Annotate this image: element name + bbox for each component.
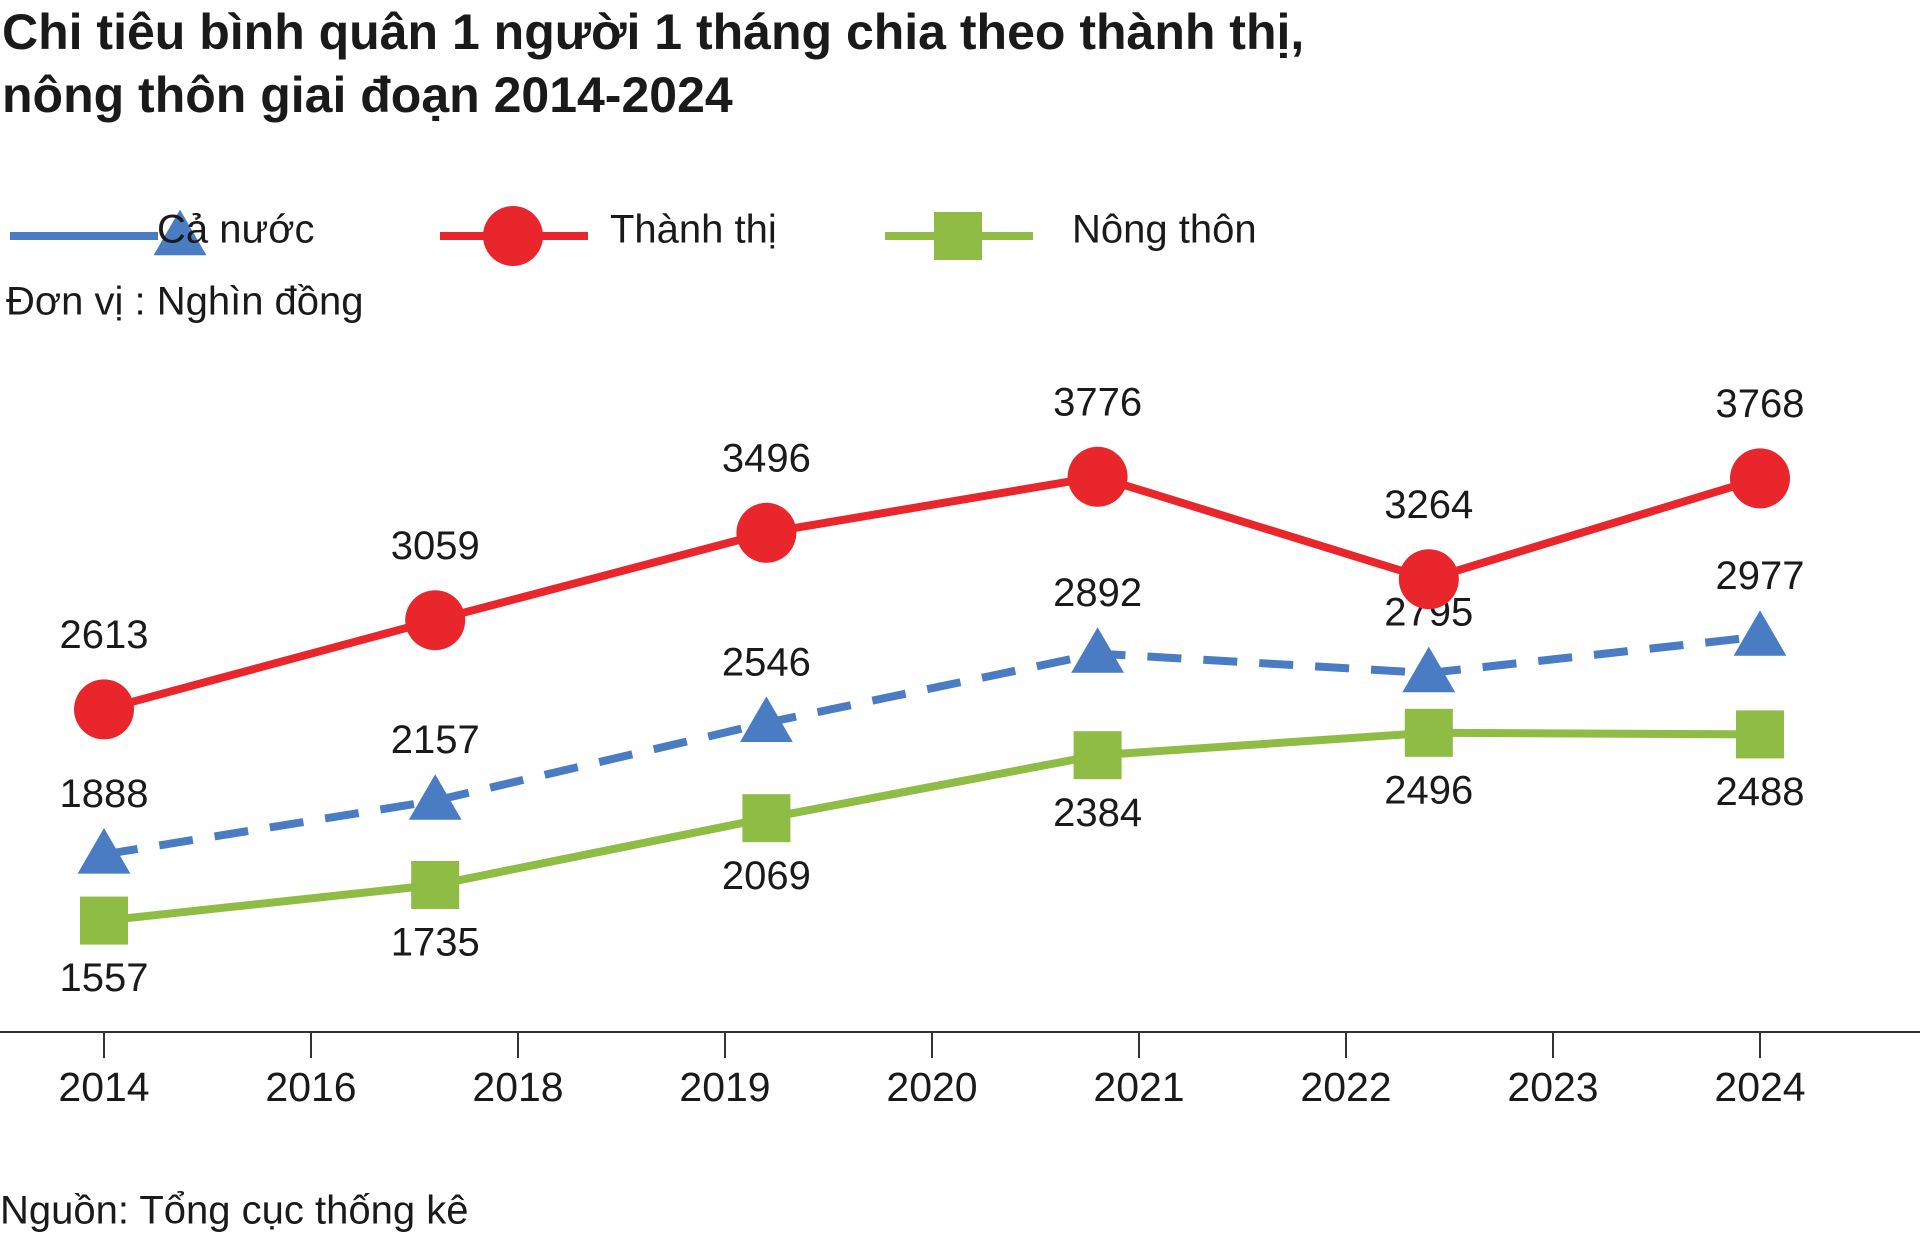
legend-label: Thành thị xyxy=(610,208,777,252)
point xyxy=(405,590,466,651)
x-tick-label: 2016 xyxy=(265,1064,356,1110)
data-label: 2613 xyxy=(60,613,149,657)
point xyxy=(80,896,128,945)
point xyxy=(74,679,134,740)
legend-label: Nông thôn xyxy=(1072,208,1257,252)
x-tick-label: 2024 xyxy=(1714,1064,1805,1110)
point xyxy=(1730,448,1790,509)
legend-marker xyxy=(483,206,543,266)
point xyxy=(1733,610,1787,656)
data-label: 2384 xyxy=(1053,791,1142,835)
legend-marker xyxy=(934,212,982,260)
data-label: 1888 xyxy=(60,772,149,816)
point xyxy=(408,774,462,820)
x-tick-label: 2021 xyxy=(1093,1064,1184,1110)
source: Nguồn: Tổng cục thống kê xyxy=(0,1189,468,1233)
x-tick-label: 2022 xyxy=(1300,1064,1391,1110)
chart-title: nông thôn giai đoạn 2014-2024 xyxy=(2,67,733,123)
data-label: 2977 xyxy=(1716,554,1805,598)
data-label: 3059 xyxy=(391,524,480,568)
data-label: 1735 xyxy=(391,921,480,965)
data-label: 2488 xyxy=(1716,770,1805,814)
series-line xyxy=(103,632,1761,859)
point xyxy=(742,794,791,843)
data-label: 2069 xyxy=(722,854,811,898)
data-label: 3776 xyxy=(1053,380,1142,424)
x-tick-label: 2023 xyxy=(1507,1064,1598,1110)
data-label: 1557 xyxy=(60,956,149,1000)
data-label: 3496 xyxy=(722,436,811,480)
data-label: 2496 xyxy=(1384,768,1473,812)
data-label: 2157 xyxy=(391,718,480,762)
point xyxy=(736,502,797,563)
legend-label: Cả nước xyxy=(157,208,315,252)
point xyxy=(740,696,793,742)
data-label: 3264 xyxy=(1384,483,1473,527)
chart-title: Chi tiêu bình quân 1 người 1 tháng chia … xyxy=(2,4,1304,60)
point xyxy=(77,828,131,874)
series-line xyxy=(102,472,1762,714)
point xyxy=(1404,708,1453,757)
unit-label: Đơn vị : Nghìn đồng xyxy=(6,280,364,324)
x-tick-label: 2014 xyxy=(58,1064,149,1110)
point xyxy=(1736,710,1784,759)
legend-marker xyxy=(153,209,207,256)
x-tick-label: 2020 xyxy=(886,1064,977,1110)
point xyxy=(411,861,460,909)
x-tick-label: 2018 xyxy=(472,1064,563,1110)
series-line xyxy=(103,728,1761,925)
point xyxy=(1398,549,1459,610)
data-label: 2892 xyxy=(1053,571,1142,615)
data-label: 2546 xyxy=(722,640,811,684)
point xyxy=(1402,646,1456,693)
point xyxy=(1067,446,1128,507)
point xyxy=(1071,627,1124,673)
x-tick-label: 2019 xyxy=(679,1064,770,1110)
point xyxy=(1073,731,1122,780)
data-label: 3768 xyxy=(1716,382,1805,426)
